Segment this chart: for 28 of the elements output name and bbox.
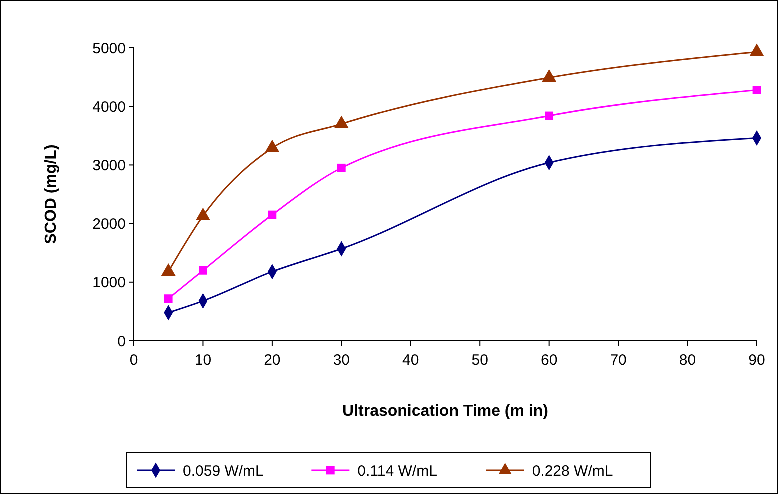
point: [545, 112, 554, 120]
legend-label: 0.228 W/mL: [532, 462, 614, 480]
point: [752, 86, 762, 94]
x-tick-label: 0: [130, 352, 138, 369]
point: [542, 70, 557, 82]
x-tick-label: 30: [333, 352, 350, 369]
x-tick-label: 60: [540, 352, 558, 369]
y-axis-title: SCOD (mg/L): [43, 144, 60, 244]
x-tick-label: 70: [610, 352, 627, 369]
x-tick-label: 80: [679, 352, 696, 369]
x-tick-label: 20: [264, 352, 281, 369]
x-tick-label: 90: [748, 352, 766, 369]
y-tick-label: 1000: [92, 274, 126, 292]
y-tick-label: 4000: [92, 98, 126, 116]
y-tick-label: 2000: [92, 216, 126, 234]
point: [199, 266, 208, 275]
x-tick-label: 50: [472, 352, 488, 369]
x-tick-label: 40: [402, 352, 420, 369]
legend-label: 0.114 W/mL: [358, 462, 438, 480]
x-axis-title: Ultrasonication Time (m in): [342, 403, 548, 420]
legend-label: 0.059 W/mL: [183, 462, 264, 480]
y-tick-label: 0: [118, 333, 126, 350]
y-tick-label: 3000: [92, 157, 126, 174]
y-tick-label: 5000: [92, 40, 126, 58]
point: [268, 210, 277, 220]
point: [164, 294, 173, 303]
point: [337, 164, 346, 172]
x-tick-label: 10: [194, 352, 212, 369]
